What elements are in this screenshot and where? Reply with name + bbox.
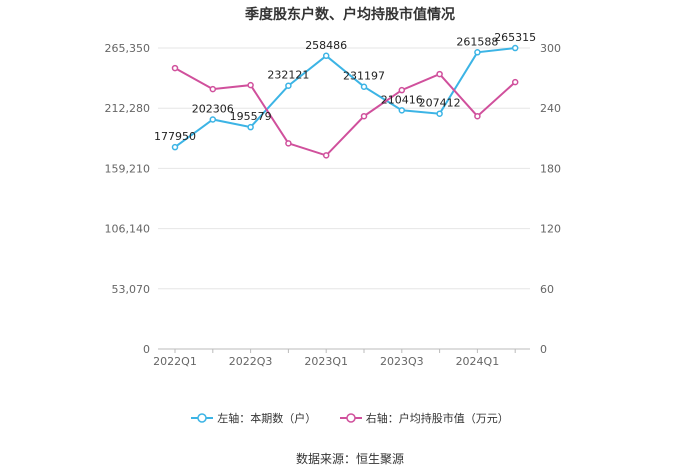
chart-title: 季度股东户数、户均持股市值情况 — [245, 7, 455, 23]
legend: 左轴：本期数（户） 右轴：户均持股市值（万元） — [0, 410, 700, 426]
data-point[interactable] — [511, 44, 519, 52]
legend-item-holding-value[interactable]: 右轴：户均持股市值（万元） — [339, 410, 509, 426]
data-point[interactable] — [436, 70, 443, 78]
data-label: 265315 — [494, 31, 536, 44]
data-label: 195579 — [230, 110, 272, 123]
data-point[interactable] — [285, 140, 292, 147]
left-axis-tick-label: 265,350 — [105, 42, 151, 55]
x-axis-tick-label: 2023Q1 — [304, 355, 348, 368]
data-point[interactable] — [474, 112, 481, 120]
data-point[interactable] — [474, 49, 481, 56]
left-axis-tick-label: 0 — [143, 343, 150, 356]
data-point[interactable] — [360, 83, 368, 90]
data-point[interactable] — [360, 112, 368, 120]
data-point[interactable] — [398, 86, 406, 94]
right-axis-tick-label: 240 — [540, 102, 561, 115]
data-label: 207412 — [419, 97, 461, 110]
data-point[interactable] — [322, 52, 330, 60]
series-line-0 — [174, 47, 516, 148]
series-lines — [171, 44, 519, 159]
legend-marker-blue — [191, 413, 214, 423]
data-point[interactable] — [398, 107, 406, 114]
grid-lines — [158, 47, 530, 350]
data-point[interactable] — [247, 123, 254, 131]
data-point[interactable] — [436, 110, 443, 117]
data-point[interactable] — [171, 143, 179, 151]
x-axis-tick-label: 2022Q3 — [229, 355, 273, 368]
data-label: 210416 — [381, 93, 423, 106]
series-line-1 — [174, 67, 516, 157]
axis-ticks: 0 0 53,070 60 106,140 120 159,210 180 212,280 240… — [105, 42, 562, 368]
data-source: 数据来源：恒生聚源 — [295, 452, 404, 466]
data-point[interactable] — [171, 64, 179, 72]
right-axis-tick-label: 180 — [540, 162, 561, 175]
right-axis-tick-label: 60 — [540, 283, 554, 296]
right-axis-tick-label: 120 — [540, 223, 561, 236]
data-label: 232121 — [267, 69, 309, 82]
right-axis-tick-label: 0 — [540, 343, 547, 356]
data-point[interactable] — [247, 81, 254, 89]
left-axis-tick-label: 106,140 — [105, 223, 151, 236]
data-label: 202306 — [192, 103, 234, 116]
legend-label-holding-value: 右轴：户均持股市值（万元） — [365, 412, 509, 425]
data-point[interactable] — [209, 85, 217, 93]
x-axis-tick-label: 2023Q3 — [380, 355, 424, 368]
data-point[interactable] — [285, 82, 292, 89]
legend-item-households[interactable]: 左轴：本期数（户） — [191, 410, 316, 426]
data-point[interactable] — [511, 78, 519, 86]
data-point[interactable] — [322, 152, 330, 159]
left-axis-tick-label: 212,280 — [105, 102, 151, 115]
x-axis-tick-label: 2022Q1 — [153, 355, 197, 368]
legend-marker-pink — [339, 413, 362, 423]
x-axis-tick-label: 2024Q1 — [456, 355, 500, 368]
data-point[interactable] — [209, 116, 217, 123]
data-label: 261588 — [456, 35, 498, 48]
left-axis-tick-label: 159,210 — [105, 162, 151, 175]
data-label: 177950 — [154, 130, 196, 143]
legend-label-households: 左轴：本期数（户） — [217, 412, 317, 425]
right-axis-tick-label: 300 — [540, 42, 561, 55]
left-axis-tick-label: 53,070 — [112, 283, 151, 296]
data-label: 258486 — [305, 39, 347, 52]
data-label: 231197 — [343, 70, 385, 83]
